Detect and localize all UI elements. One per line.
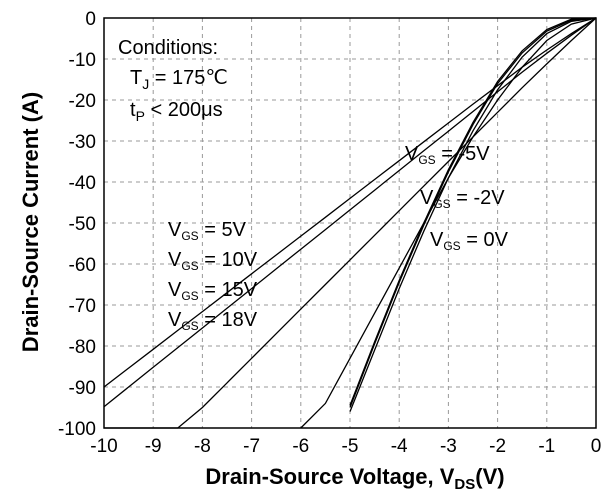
y-tick-label-5: -50	[69, 214, 96, 235]
series-line-4	[349, 17, 597, 412]
series-label-sub-0: GS	[418, 153, 435, 167]
x-axis-title-sub: DS	[454, 476, 475, 493]
series-label-symbol-1: V	[420, 187, 434, 209]
series-label-value-4: = 10V	[199, 249, 258, 271]
series-label-symbol-2: V	[430, 229, 444, 251]
x-tick-label-2: -8	[194, 436, 211, 457]
x-tick-label-6: -4	[391, 436, 408, 457]
x-tick-label-10: 0	[591, 436, 602, 457]
curves	[103, 17, 597, 429]
y-tick-label-1: -90	[69, 378, 96, 399]
y-tick-label-10: 0	[85, 9, 96, 30]
x-axis-ticks: -10 -9 -8 -7 -6 -5 -4 -3 -2 -1 0	[90, 436, 601, 457]
series-label-value-2: = 0V	[461, 229, 509, 251]
grid	[104, 18, 596, 428]
x-tick-label-8: -2	[489, 436, 506, 457]
series-label-4: VGS = 10V	[168, 249, 258, 273]
y-tick-label-2: -80	[69, 337, 96, 358]
series-label-value-3: = 5V	[199, 219, 247, 241]
x-tick-label-9: -1	[538, 436, 555, 457]
series-label-3: VGS = 5V	[168, 219, 247, 243]
series-label-symbol-0: V	[405, 143, 419, 165]
y-axis-ticks: -100-90-80-70-60-50-40-30-20-100	[58, 9, 96, 440]
condition-tp-sub: P	[136, 108, 145, 124]
series-line-2	[104, 17, 597, 429]
x-axis-title-unit: (V)	[475, 464, 504, 489]
series-label-sub-5: GS	[181, 289, 198, 303]
y-tick-label-7: -30	[69, 132, 96, 153]
series-line-0	[103, 17, 597, 388]
y-tick-label-6: -40	[69, 173, 96, 194]
series-label-sub-1: GS	[433, 197, 450, 211]
y-tick-label-8: -20	[69, 91, 96, 112]
condition-tj-value: = 175℃	[149, 67, 228, 89]
x-tick-label-7: -3	[440, 436, 457, 457]
series-label-value-6: = 18V	[199, 309, 258, 331]
series-label-value-0: = -5V	[436, 143, 491, 165]
series-label-symbol-5: V	[168, 279, 182, 301]
series-label-symbol-6: V	[168, 309, 182, 331]
series-label-symbol-3: V	[168, 219, 182, 241]
x-tick-label-3: -7	[243, 436, 260, 457]
condition-tp-value: < 200μs	[145, 99, 223, 121]
series-label-0: VGS = -5V	[405, 143, 490, 167]
y-tick-label-4: -60	[69, 255, 96, 276]
series-label-symbol-4: V	[168, 249, 182, 271]
series-label-6: VGS = 18V	[168, 309, 258, 333]
series-label-sub-2: GS	[443, 239, 460, 253]
y-axis-title: Drain-Source Current (A)	[18, 92, 43, 352]
series-label-value-5: = 15V	[199, 279, 258, 301]
series-line-6	[349, 17, 597, 406]
series-label-5: VGS = 15V	[168, 279, 258, 303]
x-tick-label-0: -10	[90, 436, 117, 457]
y-tick-label-9: -10	[69, 50, 96, 71]
x-axis-title-text: Drain-Source Voltage, V	[205, 464, 454, 489]
series-label-sub-6: GS	[181, 319, 198, 333]
x-tick-label-5: -5	[342, 436, 359, 457]
series-label-sub-4: GS	[181, 259, 198, 273]
condition-tj-sub: J	[142, 76, 149, 92]
x-tick-label-4: -6	[292, 436, 309, 457]
conditions-box: Conditions: TJ = 175℃ tP < 200μs	[118, 37, 228, 124]
series-label-2: VGS = 0V	[430, 229, 509, 253]
series-line-5	[349, 17, 597, 408]
condition-tj-symbol: T	[130, 67, 142, 89]
y-tick-label-3: -70	[69, 296, 96, 317]
y-axis-title-text: Drain-Source Current	[18, 128, 43, 352]
x-tick-label-1: -9	[145, 436, 162, 457]
x-axis-title: Drain-Source Voltage, VDS(V)	[205, 464, 504, 493]
y-axis-title-unit: (A)	[18, 92, 43, 123]
series-label-1: VGS = -2V	[420, 187, 505, 211]
condition-tp: tP < 200μs	[130, 99, 223, 124]
conditions-heading: Conditions:	[118, 37, 218, 59]
plot-frame	[103, 17, 597, 429]
series-label-value-1: = -2V	[451, 187, 506, 209]
condition-tj: TJ = 175℃	[130, 67, 228, 92]
y-tick-label-0: -100	[58, 419, 96, 440]
series-label-sub-3: GS	[181, 229, 198, 243]
condition-tp-symbol: t	[130, 99, 136, 121]
